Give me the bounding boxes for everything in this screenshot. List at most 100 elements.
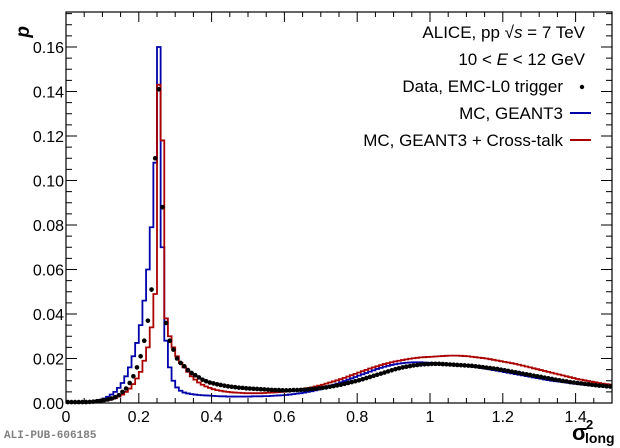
data-point bbox=[222, 383, 227, 388]
data-point bbox=[396, 365, 402, 371]
data-point bbox=[556, 378, 562, 383]
data-point bbox=[498, 367, 504, 372]
data-point bbox=[276, 387, 282, 393]
data-point bbox=[189, 370, 194, 376]
data-point bbox=[269, 387, 274, 393]
x-tick-label: 0 bbox=[62, 409, 71, 426]
data-point bbox=[200, 377, 205, 382]
data-point bbox=[109, 396, 114, 401]
data-point bbox=[487, 365, 493, 371]
data-point bbox=[232, 384, 238, 390]
x-tick-label: 0.2 bbox=[128, 409, 150, 426]
data-point bbox=[382, 370, 387, 375]
data-point bbox=[214, 382, 220, 387]
data-point bbox=[345, 380, 351, 386]
data-point bbox=[575, 380, 580, 386]
data-point bbox=[247, 386, 253, 391]
data-point bbox=[360, 376, 365, 382]
data-point bbox=[571, 380, 577, 385]
data-point bbox=[520, 371, 526, 376]
legend-entry-mc-geant3: MC, GEANT3 bbox=[459, 104, 563, 123]
data-point bbox=[294, 387, 300, 393]
data-point bbox=[407, 363, 413, 369]
x-axis-label: σ 2 long bbox=[572, 417, 615, 446]
data-point bbox=[174, 356, 180, 361]
data-point bbox=[94, 398, 100, 404]
data-point bbox=[589, 382, 595, 388]
data-point bbox=[254, 386, 260, 392]
x-tick-label: 0.8 bbox=[346, 409, 368, 426]
data-point bbox=[258, 386, 264, 392]
series-layer bbox=[65, 46, 613, 405]
data-point bbox=[327, 384, 333, 390]
data-point bbox=[305, 387, 311, 392]
data-point bbox=[455, 362, 460, 368]
x-tick-label: 1.4 bbox=[564, 409, 586, 426]
data-point bbox=[604, 384, 609, 389]
data-point bbox=[389, 367, 395, 373]
data-point bbox=[567, 379, 573, 385]
data-point bbox=[156, 86, 162, 92]
data-point bbox=[371, 373, 376, 379]
data-point bbox=[203, 378, 209, 384]
data-point bbox=[447, 362, 453, 367]
y-axis-label: p bbox=[13, 26, 34, 39]
data-point bbox=[422, 361, 427, 367]
data-point bbox=[134, 365, 140, 370]
data-point bbox=[473, 363, 478, 369]
data-point bbox=[414, 362, 420, 368]
data-point bbox=[367, 374, 373, 380]
data-point bbox=[444, 361, 449, 367]
data-point bbox=[356, 378, 362, 383]
data-point bbox=[582, 381, 587, 387]
data-point bbox=[167, 338, 173, 344]
data-point bbox=[353, 378, 358, 384]
y-tick-label: 0.02 bbox=[33, 352, 64, 369]
data-point bbox=[316, 386, 322, 391]
data-point bbox=[433, 361, 438, 367]
y-tick-label: 0.06 bbox=[33, 263, 64, 280]
data-point bbox=[513, 369, 518, 375]
data-point bbox=[287, 388, 293, 393]
data-point bbox=[283, 388, 289, 393]
data-point bbox=[476, 364, 482, 370]
data-point bbox=[225, 384, 231, 389]
data-point bbox=[331, 383, 336, 389]
data-point bbox=[535, 374, 540, 379]
data-point bbox=[411, 363, 416, 368]
data-point bbox=[182, 363, 187, 369]
data-point bbox=[596, 383, 602, 388]
data-point bbox=[105, 397, 111, 402]
y-tick-label: 0.14 bbox=[33, 85, 64, 102]
data-point bbox=[112, 394, 118, 400]
data-point bbox=[564, 379, 569, 384]
data-point bbox=[553, 377, 558, 382]
data-point bbox=[404, 364, 409, 370]
data-point bbox=[495, 366, 500, 372]
data-point bbox=[138, 353, 143, 359]
y-tick-label: 0.08 bbox=[33, 218, 64, 235]
data-point bbox=[145, 318, 151, 323]
plot-frame bbox=[65, 11, 613, 404]
data-point bbox=[509, 369, 515, 374]
legend: ALICE, pp √s = 7 TeV 10 < E < 12 GeV Dat… bbox=[363, 23, 591, 150]
data-point bbox=[185, 367, 191, 373]
data-point bbox=[123, 386, 129, 391]
annotation-collision: ALICE, pp √s = 7 TeV bbox=[422, 23, 585, 42]
data-point bbox=[593, 382, 598, 388]
data-point bbox=[116, 392, 122, 398]
y-tick-label: 0.16 bbox=[33, 40, 64, 57]
data-point bbox=[465, 363, 471, 368]
data-point bbox=[323, 385, 329, 390]
data-point bbox=[320, 385, 325, 391]
data-point bbox=[262, 387, 267, 392]
data-point bbox=[171, 347, 176, 352]
legend-entry-mc-crosstalk: MC, GEANT3 + Cross-talk bbox=[363, 131, 563, 150]
data-point bbox=[229, 384, 234, 390]
x-axis-label-sup: 2 bbox=[586, 417, 593, 432]
data-point bbox=[378, 371, 384, 376]
y-tick-label: 0.12 bbox=[33, 129, 64, 146]
data-point bbox=[451, 362, 456, 368]
data-point bbox=[560, 378, 566, 384]
